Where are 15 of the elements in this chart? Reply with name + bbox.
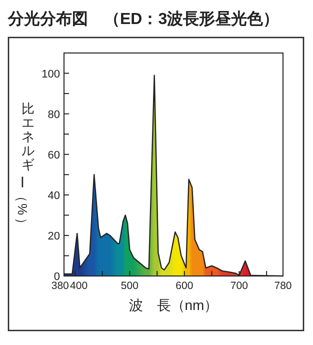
y-tick-label: 80 bbox=[48, 108, 60, 121]
y-tick-label: 60 bbox=[48, 149, 60, 162]
x-tick-label: 380 bbox=[51, 280, 70, 292]
y-tick-label: 20 bbox=[48, 230, 60, 242]
x-axis-title: 波 長（nm） bbox=[128, 297, 218, 313]
text: 比エネルギー（%） bbox=[14, 101, 34, 230]
x-tick-label: 700 bbox=[230, 280, 248, 292]
y-tick-label: 0 bbox=[54, 271, 60, 283]
y-tick-label: 100 bbox=[42, 68, 60, 80]
x-tick-label: 500 bbox=[120, 280, 139, 292]
y-tick-label: 40 bbox=[48, 190, 60, 202]
x-tick-label: 780 bbox=[274, 280, 292, 292]
chart-title: 分光分布図 （ED：3波長形昼光色） bbox=[7, 10, 280, 28]
x-tick-label: 400 bbox=[70, 280, 88, 292]
x-tick-label: 600 bbox=[176, 280, 194, 292]
